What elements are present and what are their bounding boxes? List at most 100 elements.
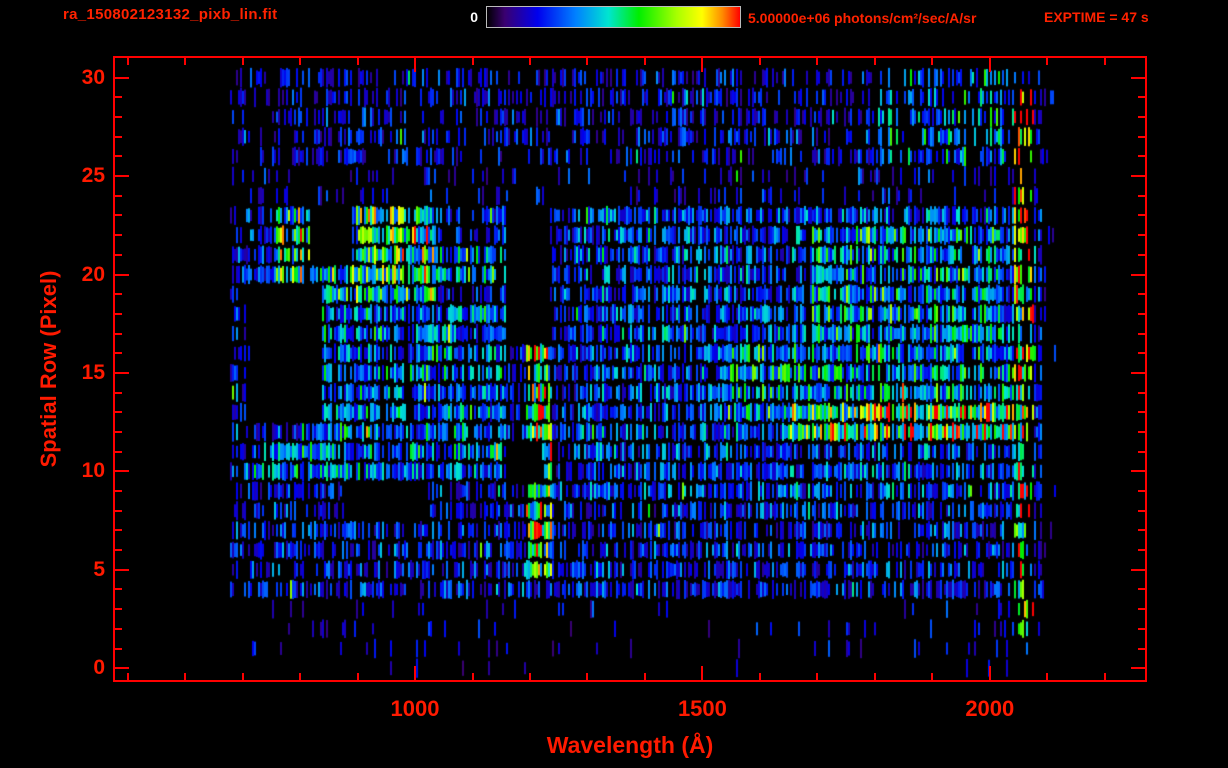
- tick-mark: [1138, 135, 1145, 138]
- tick-mark: [1138, 312, 1145, 315]
- tick-mark: [115, 450, 122, 453]
- tick-mark: [115, 608, 122, 611]
- tick-mark: [931, 673, 934, 680]
- tick-mark: [988, 666, 991, 680]
- tick-mark: [115, 667, 129, 670]
- tick-mark: [1138, 293, 1145, 296]
- tick-mark: [1131, 371, 1145, 374]
- tick-mark: [1046, 673, 1049, 680]
- colorbar-min-label: 0: [470, 9, 478, 25]
- tick-mark: [115, 234, 122, 237]
- tick-mark: [1138, 608, 1145, 611]
- tick-mark: [1138, 490, 1145, 493]
- tick-mark: [1131, 273, 1145, 276]
- tick-mark: [1138, 194, 1145, 197]
- tick-mark: [1138, 509, 1145, 512]
- y-tick-label: 10: [81, 459, 105, 483]
- y-tick-label: 20: [81, 262, 105, 286]
- x-tick-label: 2000: [965, 696, 1015, 721]
- tick-mark: [115, 155, 122, 158]
- tick-mark: [115, 568, 129, 571]
- tick-mark: [115, 332, 122, 335]
- tick-mark: [1138, 96, 1145, 99]
- tick-mark: [184, 673, 187, 680]
- tick-mark: [115, 194, 122, 197]
- tick-mark: [816, 673, 819, 680]
- tick-mark: [1138, 234, 1145, 237]
- tick-mark: [115, 214, 122, 217]
- x-axis-title: Wavelength (Å): [546, 732, 714, 758]
- tick-mark: [115, 371, 129, 374]
- x-tick-label: 1500: [677, 696, 727, 721]
- y-tick-label: 0: [93, 656, 105, 680]
- tick-mark: [1138, 332, 1145, 335]
- plot-area: 1000 1500 2000 0 5 10 15 20 25 30 Wavelength (Å)…: [36, 56, 1147, 758]
- tick-mark: [701, 666, 704, 680]
- tick-mark: [1138, 450, 1145, 453]
- colorbar-max-label: 5.00000e+06 photons/cm²/sec/A/sr: [748, 10, 977, 26]
- tick-mark: [115, 352, 122, 355]
- tick-mark: [126, 58, 129, 65]
- tick-mark: [1131, 470, 1145, 473]
- tick-mark: [1131, 667, 1145, 670]
- tick-mark: [115, 253, 122, 256]
- tick-mark: [1103, 58, 1106, 65]
- y-tick-label: 15: [81, 360, 105, 384]
- tick-mark: [1138, 253, 1145, 256]
- tick-mark: [528, 58, 531, 65]
- tick-mark: [115, 135, 122, 138]
- tick-mark: [299, 673, 302, 680]
- tick-mark: [1138, 352, 1145, 355]
- tick-mark: [115, 273, 129, 276]
- tick-mark: [356, 673, 359, 680]
- tick-mark: [873, 58, 876, 65]
- tick-mark: [115, 312, 122, 315]
- tick-mark: [1138, 529, 1145, 532]
- tick-mark: [115, 647, 122, 650]
- x-tick-label: 1000: [390, 696, 440, 721]
- tick-mark: [528, 673, 531, 680]
- tick-mark: [1138, 627, 1145, 630]
- tick-mark: [1138, 647, 1145, 650]
- tick-mark: [1138, 155, 1145, 158]
- y-tick-label: 30: [81, 65, 105, 89]
- tick-mark: [115, 391, 122, 394]
- tick-mark: [586, 673, 589, 680]
- y-axis-title: Spatial Row (Pixel): [36, 270, 61, 468]
- tick-mark: [1138, 411, 1145, 414]
- tick-mark: [414, 58, 417, 72]
- tick-mark: [1138, 588, 1145, 591]
- exptime-label: EXPTIME = 47 s: [1044, 9, 1149, 25]
- tick-mark: [643, 673, 646, 680]
- tick-mark: [115, 76, 129, 79]
- tick-mark: [115, 470, 129, 473]
- tick-mark: [414, 666, 417, 680]
- tick-mark: [184, 58, 187, 65]
- tick-mark: [115, 430, 122, 433]
- tick-mark: [241, 673, 244, 680]
- tick-mark: [115, 529, 122, 532]
- tick-mark: [758, 58, 761, 65]
- tick-mark: [356, 58, 359, 65]
- tick-mark: [1131, 76, 1145, 79]
- filename-label: ra_150802123132_pixb_lin.fit: [63, 6, 278, 23]
- tick-mark: [115, 549, 122, 552]
- tick-mark: [931, 58, 934, 65]
- tick-mark: [816, 58, 819, 65]
- tick-mark: [1138, 549, 1145, 552]
- tick-mark: [701, 58, 704, 72]
- tick-mark: [115, 411, 122, 414]
- tick-mark: [115, 96, 122, 99]
- tick-mark: [471, 673, 474, 680]
- tick-mark: [115, 588, 122, 591]
- tick-mark: [115, 293, 122, 296]
- tick-mark: [115, 490, 122, 493]
- tick-mark: [1138, 214, 1145, 217]
- y-tick-label: 25: [81, 164, 105, 188]
- tick-mark: [115, 175, 129, 178]
- tick-mark: [758, 673, 761, 680]
- tick-mark: [115, 116, 122, 119]
- y-tick-label: 5: [93, 557, 105, 581]
- tick-mark: [1131, 568, 1145, 571]
